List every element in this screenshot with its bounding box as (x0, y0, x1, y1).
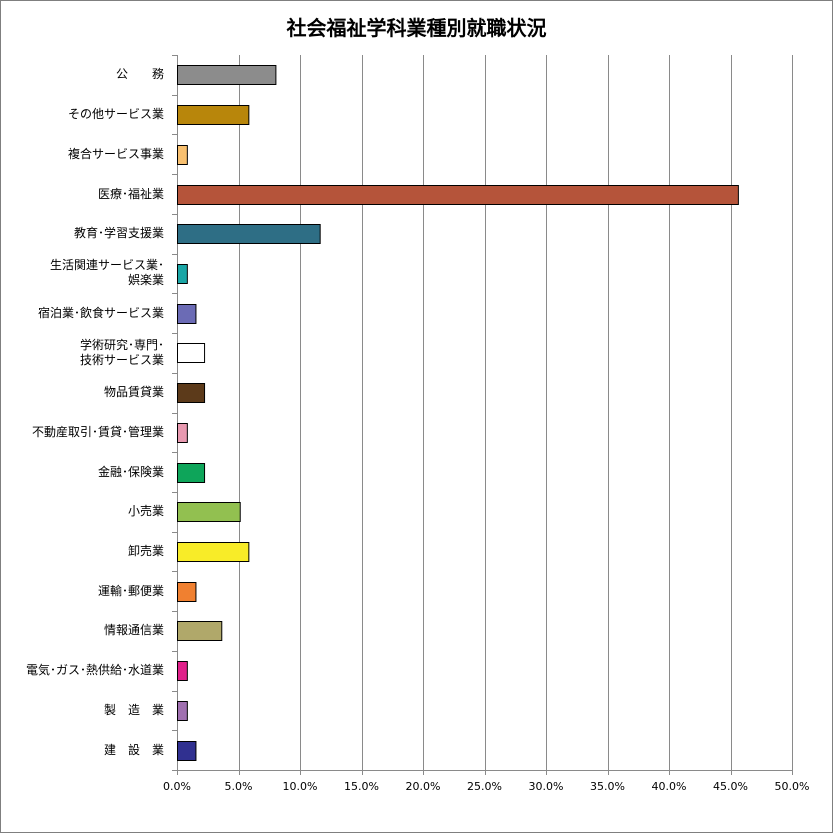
category-label: 宿泊業･飲食サービス業 (37, 305, 164, 320)
bar (177, 105, 250, 125)
bar (177, 65, 277, 85)
chart-title: 社会福祉学科業種別就職状況 (286, 16, 547, 40)
bar (177, 224, 321, 244)
category-label: 公 務 (115, 67, 164, 82)
bar (177, 264, 188, 284)
bar (177, 621, 223, 641)
bar (177, 463, 206, 483)
category-label: 教育･学習支援業 (73, 226, 164, 241)
bar (177, 701, 188, 721)
category-label: その他サービス業 (67, 107, 164, 122)
category-label: 不動産取引･賃貸･管理業 (31, 424, 164, 439)
x-tick-label: 40.0% (651, 780, 687, 793)
bar (177, 661, 188, 681)
category-label: 物品賃貸業 (103, 385, 164, 400)
bar (177, 741, 197, 761)
x-tick-label: 30.0% (528, 780, 564, 793)
x-tick-label: 15.0% (344, 780, 379, 793)
category-label: 複合サービス事業 (67, 146, 164, 161)
category-label: 金融･保険業 (97, 464, 164, 479)
bar (177, 423, 188, 443)
x-tick-label: 25.0% (467, 780, 502, 793)
bar (177, 304, 197, 324)
category-label: 医療･福祉業 (97, 186, 164, 201)
x-tick-label: 50.0% (774, 780, 810, 793)
category-label: 卸売業 (127, 544, 164, 559)
bar (177, 582, 197, 602)
category-label: 電気･ガス･熱供給･水道業 (25, 663, 164, 678)
category-label: 小売業 (127, 504, 164, 519)
category-label: 製 造 業 (103, 702, 164, 717)
category-label: 情報通信業 (103, 623, 164, 638)
bar (177, 383, 206, 403)
bar (177, 145, 188, 165)
bar (177, 185, 739, 205)
category-label: 生活関連サービス業･ 娯楽業 (49, 258, 164, 288)
x-tick-label: 20.0% (405, 780, 441, 793)
x-tick-label: 5.0% (224, 780, 253, 793)
x-tick-label: 45.0% (713, 780, 748, 793)
category-label: 学術研究･専門･ 技術サービス業 (79, 337, 164, 367)
x-tick-label: 35.0% (590, 780, 625, 793)
x-tick-label: 10.0% (282, 780, 318, 793)
category-label: 運輸･郵便業 (97, 583, 164, 598)
bar (177, 502, 241, 522)
category-label: 建 設 業 (103, 742, 164, 757)
x-tick-label: 0.0% (163, 780, 191, 793)
bar (177, 542, 250, 562)
bar (177, 343, 206, 363)
